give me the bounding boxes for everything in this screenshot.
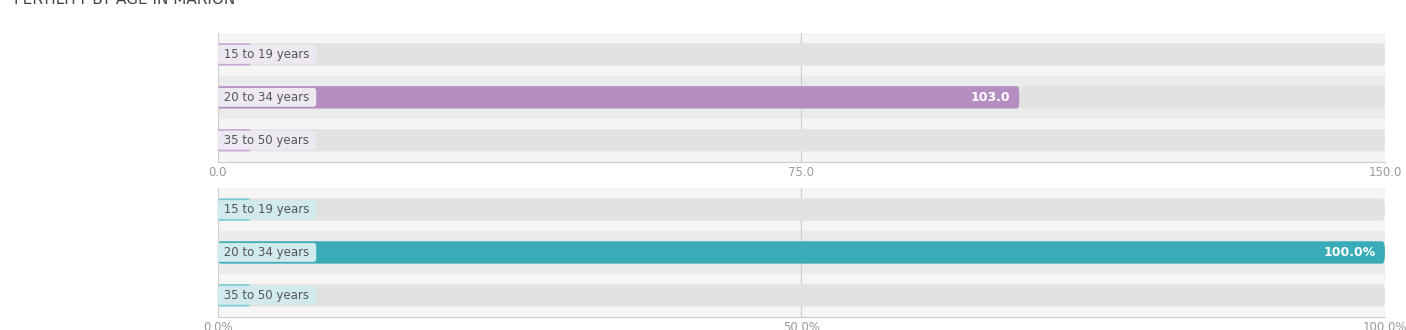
FancyBboxPatch shape	[218, 284, 1385, 307]
FancyBboxPatch shape	[218, 43, 1385, 66]
FancyBboxPatch shape	[218, 43, 250, 66]
Text: 20 to 34 years: 20 to 34 years	[221, 246, 314, 259]
Bar	[218, 119, 1385, 162]
FancyBboxPatch shape	[218, 129, 250, 151]
Text: 20 to 34 years: 20 to 34 years	[221, 91, 314, 104]
Text: 103.0: 103.0	[970, 91, 1010, 104]
Text: 100.0%: 100.0%	[1323, 246, 1375, 259]
Text: 0.0: 0.0	[260, 134, 280, 147]
Text: 15 to 19 years: 15 to 19 years	[221, 203, 314, 216]
Text: FERTILITY BY AGE IN MARION: FERTILITY BY AGE IN MARION	[14, 0, 235, 7]
Text: 35 to 50 years: 35 to 50 years	[221, 134, 314, 147]
FancyBboxPatch shape	[218, 241, 1385, 264]
FancyBboxPatch shape	[218, 198, 250, 221]
Bar	[218, 33, 1385, 76]
FancyBboxPatch shape	[218, 129, 1385, 151]
Bar	[218, 231, 1385, 274]
Bar	[218, 188, 1385, 231]
FancyBboxPatch shape	[218, 284, 250, 307]
Text: 35 to 50 years: 35 to 50 years	[221, 289, 314, 302]
Bar	[218, 76, 1385, 119]
Text: 0.0%: 0.0%	[260, 289, 292, 302]
FancyBboxPatch shape	[218, 86, 1385, 109]
Text: 0.0%: 0.0%	[260, 203, 292, 216]
Bar	[218, 274, 1385, 317]
Text: 15 to 19 years: 15 to 19 years	[221, 48, 314, 61]
Text: 0.0: 0.0	[260, 48, 280, 61]
FancyBboxPatch shape	[218, 198, 1385, 221]
FancyBboxPatch shape	[218, 86, 1019, 109]
FancyBboxPatch shape	[218, 241, 1385, 264]
